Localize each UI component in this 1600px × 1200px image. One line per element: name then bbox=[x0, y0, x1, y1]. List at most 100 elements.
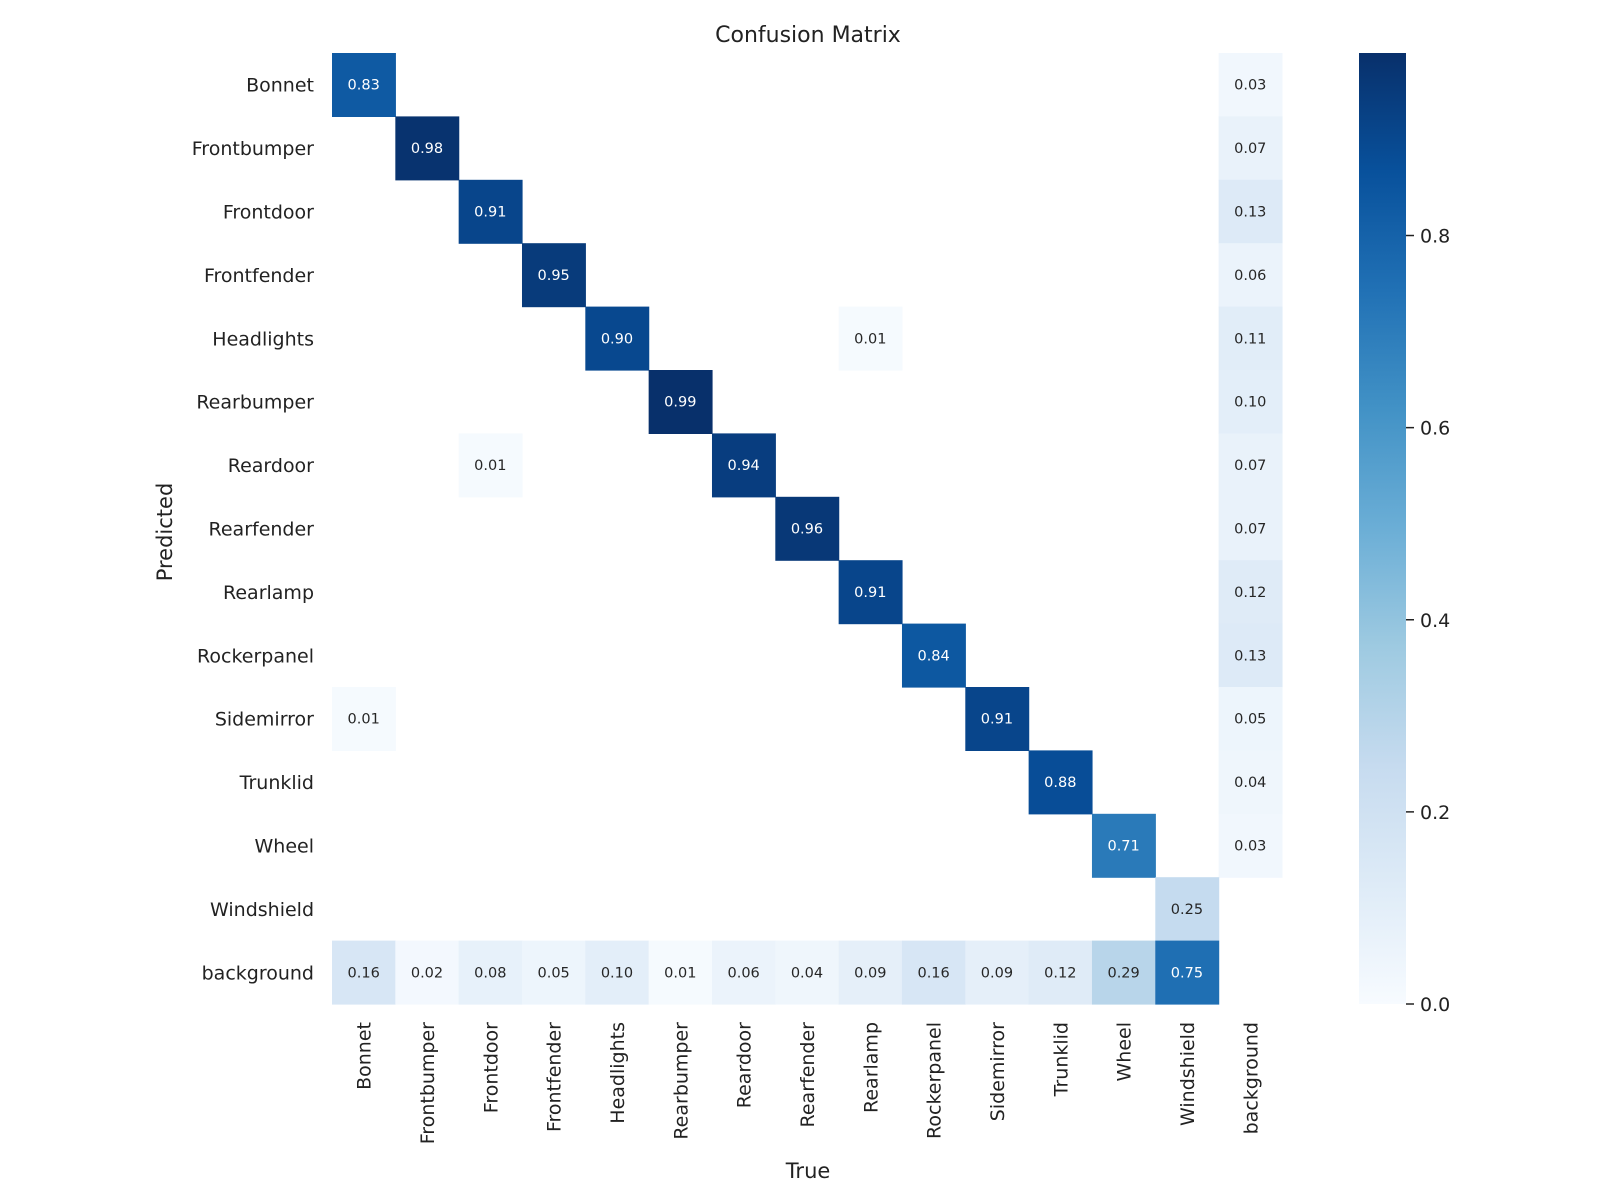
cell-value-label: 0.04 bbox=[1234, 775, 1266, 791]
cell-value-label: 0.91 bbox=[474, 205, 506, 221]
cell-value-label: 0.16 bbox=[917, 965, 949, 981]
heatmap-cell bbox=[1218, 243, 1283, 308]
cell-value-label: 0.88 bbox=[1044, 775, 1076, 791]
y-tick-label: Frontbumper bbox=[192, 138, 314, 160]
x-tick-label: Wheel bbox=[1114, 1022, 1136, 1082]
heatmap-cell bbox=[1091, 813, 1156, 878]
heatmap-cell bbox=[1218, 116, 1283, 181]
cell-value-label: 0.10 bbox=[601, 965, 633, 981]
heatmap-cell bbox=[1091, 940, 1156, 1005]
heatmap-cell bbox=[1155, 877, 1220, 942]
y-tick-label: Windshield bbox=[210, 899, 314, 921]
y-tick-label: Rearfender bbox=[209, 519, 315, 541]
heatmap-cell bbox=[1028, 940, 1093, 1005]
y-tick-label: Rearlamp bbox=[223, 582, 314, 604]
y-axis-label: Predicted bbox=[153, 483, 177, 582]
heatmap-cell bbox=[1218, 623, 1283, 688]
heatmap-cell bbox=[1218, 687, 1283, 751]
heatmap-cell bbox=[458, 179, 523, 244]
heatmap-cell bbox=[1218, 306, 1283, 371]
cell-value-label: 0.94 bbox=[727, 458, 759, 474]
heatmap-cell bbox=[775, 496, 840, 561]
cell-value-label: 0.83 bbox=[348, 78, 380, 94]
heatmap-cell bbox=[1218, 560, 1283, 625]
cell-value-label: 0.04 bbox=[791, 965, 823, 981]
colorbar-tick-label: 0.0 bbox=[1420, 994, 1450, 1016]
x-tick-label: Rockerpanel bbox=[924, 1022, 946, 1139]
cell-value-label: 0.07 bbox=[1234, 458, 1266, 474]
cell-value-label: 0.01 bbox=[474, 458, 506, 474]
cell-value-label: 0.25 bbox=[1171, 902, 1203, 918]
cell-value-label: 0.08 bbox=[474, 965, 506, 981]
y-tick-label: Bonnet bbox=[246, 75, 314, 97]
y-tick-label: background bbox=[202, 962, 314, 984]
heatmap-cell bbox=[775, 940, 840, 1005]
cell-value-label: 0.12 bbox=[1234, 585, 1266, 601]
y-tick-label: Sidemirror bbox=[215, 709, 314, 731]
heatmap-cell bbox=[458, 433, 523, 498]
cell-value-label: 0.01 bbox=[664, 965, 696, 981]
x-tick-label: Trunklid bbox=[1050, 1022, 1072, 1097]
heatmap-cell bbox=[1218, 750, 1283, 815]
heatmap-cells: 0.83 0.03 0.98 0.07 0.91 0.13 0.95 0.06 0.90 0.01… bbox=[332, 53, 1283, 1005]
heatmap-cell bbox=[521, 243, 586, 308]
heatmap-cell bbox=[585, 306, 650, 371]
cell-value-label: 0.75 bbox=[1171, 965, 1203, 981]
cell-value-label: 0.01 bbox=[348, 712, 380, 728]
cell-value-label: 0.06 bbox=[727, 965, 759, 981]
heatmap-cell bbox=[901, 940, 966, 1005]
heatmap-cell bbox=[965, 687, 1030, 751]
cell-value-label: 0.29 bbox=[1107, 965, 1139, 981]
heatmap-cell bbox=[901, 623, 966, 688]
cell-value-label: 0.13 bbox=[1234, 648, 1266, 664]
heatmap-cell bbox=[711, 433, 776, 498]
cell-value-label: 0.16 bbox=[348, 965, 380, 981]
cell-value-label: 0.11 bbox=[1234, 331, 1266, 347]
heatmap-cell bbox=[332, 53, 396, 117]
x-tick-label: Bonnet bbox=[354, 1022, 376, 1090]
cell-value-label: 0.02 bbox=[411, 965, 443, 981]
heatmap-cell bbox=[838, 560, 903, 625]
colorbar: 0.0 0.2 0.4 0.6 0.8 bbox=[1359, 53, 1450, 1016]
heatmap-cell bbox=[521, 940, 586, 1005]
heatmap-cell bbox=[1218, 179, 1283, 244]
heatmap-cell bbox=[1028, 750, 1093, 815]
heatmap-cell bbox=[965, 940, 1030, 1005]
colorbar-gradient bbox=[1359, 53, 1406, 1004]
cell-value-label: 0.05 bbox=[538, 965, 570, 981]
cell-value-label: 0.96 bbox=[791, 522, 823, 538]
chart-title: Confusion Matrix bbox=[715, 23, 901, 48]
colorbar-ticks: 0.0 0.2 0.4 0.6 0.8 bbox=[1406, 226, 1450, 1016]
heatmap-cell bbox=[332, 687, 396, 751]
cell-value-label: 0.71 bbox=[1107, 839, 1139, 855]
cell-value-label: 0.03 bbox=[1234, 839, 1266, 855]
heatmap-cell bbox=[1218, 813, 1283, 878]
x-tick-label: background bbox=[1240, 1022, 1262, 1134]
y-tick-label: Reardoor bbox=[228, 455, 314, 477]
cell-value-label: 0.84 bbox=[917, 648, 949, 664]
cell-value-label: 0.03 bbox=[1234, 78, 1266, 94]
heatmap-cell bbox=[648, 370, 713, 434]
cell-value-label: 0.98 bbox=[411, 141, 443, 157]
x-tick-label: Reardoor bbox=[734, 1022, 756, 1108]
x-tick-label: Frontbumper bbox=[417, 1022, 439, 1144]
heatmap-cell bbox=[332, 940, 396, 1005]
y-tick-label: Trunklid bbox=[239, 772, 314, 794]
x-tick-label: Windshield bbox=[1177, 1022, 1199, 1126]
heatmap-cell bbox=[395, 940, 460, 1005]
y-tick-labels: Bonnet Frontbumper Frontdoor Frontfender Hea… bbox=[192, 75, 314, 985]
cell-value-label: 0.10 bbox=[1234, 395, 1266, 411]
y-tick-label: Wheel bbox=[255, 836, 315, 858]
x-tick-label: Frontfender bbox=[544, 1022, 566, 1132]
cell-value-label: 0.09 bbox=[854, 965, 886, 981]
x-tick-label: Rearbumper bbox=[670, 1022, 692, 1140]
x-tick-label: Rearfender bbox=[797, 1022, 819, 1128]
cell-value-label: 0.91 bbox=[854, 585, 886, 601]
cell-value-label: 0.06 bbox=[1234, 268, 1266, 284]
heatmap-cell bbox=[648, 940, 713, 1005]
cell-value-label: 0.90 bbox=[601, 331, 633, 347]
cell-value-label: 0.05 bbox=[1234, 712, 1266, 728]
cell-value-label: 0.13 bbox=[1234, 205, 1266, 221]
heatmap-cell bbox=[1218, 433, 1283, 498]
